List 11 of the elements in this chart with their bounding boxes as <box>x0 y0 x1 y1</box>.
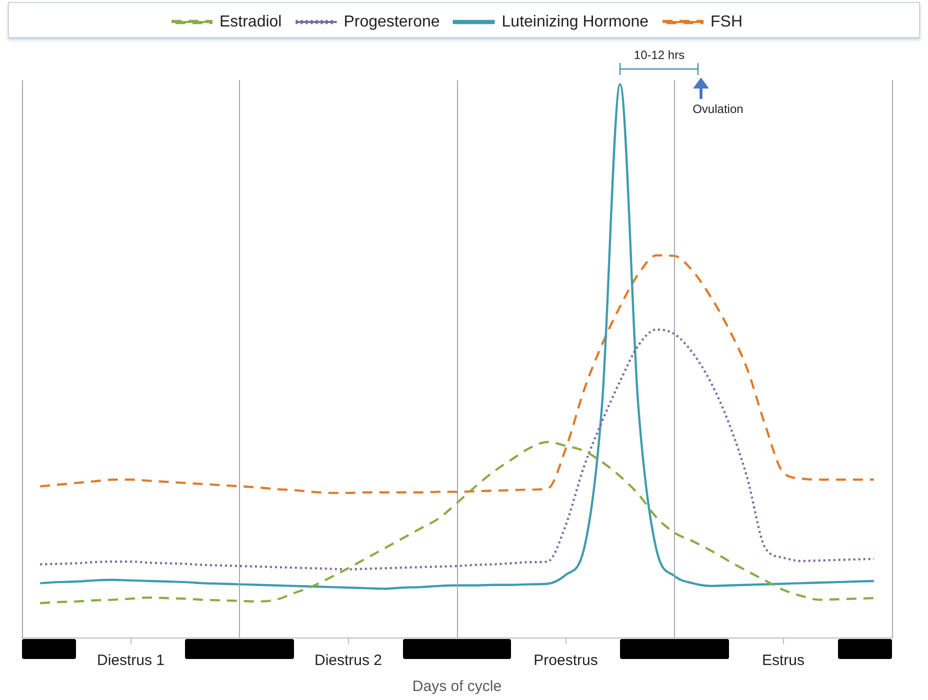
legend-label: FSH <box>710 13 743 30</box>
annotation: Ovulation <box>692 102 744 116</box>
x-tick-label: Estrus <box>762 652 805 670</box>
legend-label: Estradiol <box>219 13 282 30</box>
x-tick-label: Diestrus 2 <box>314 652 382 670</box>
x-tick-label: Diestrus 1 <box>96 652 165 670</box>
x-axis-title: Days of cycle <box>412 678 502 696</box>
legend-label: Luteinizing Hormone <box>502 13 649 30</box>
x-tick-label: Proestrus <box>534 652 598 670</box>
text: 10-12 hrs <box>632 48 686 62</box>
legend-label: Progesterone <box>344 13 440 30</box>
